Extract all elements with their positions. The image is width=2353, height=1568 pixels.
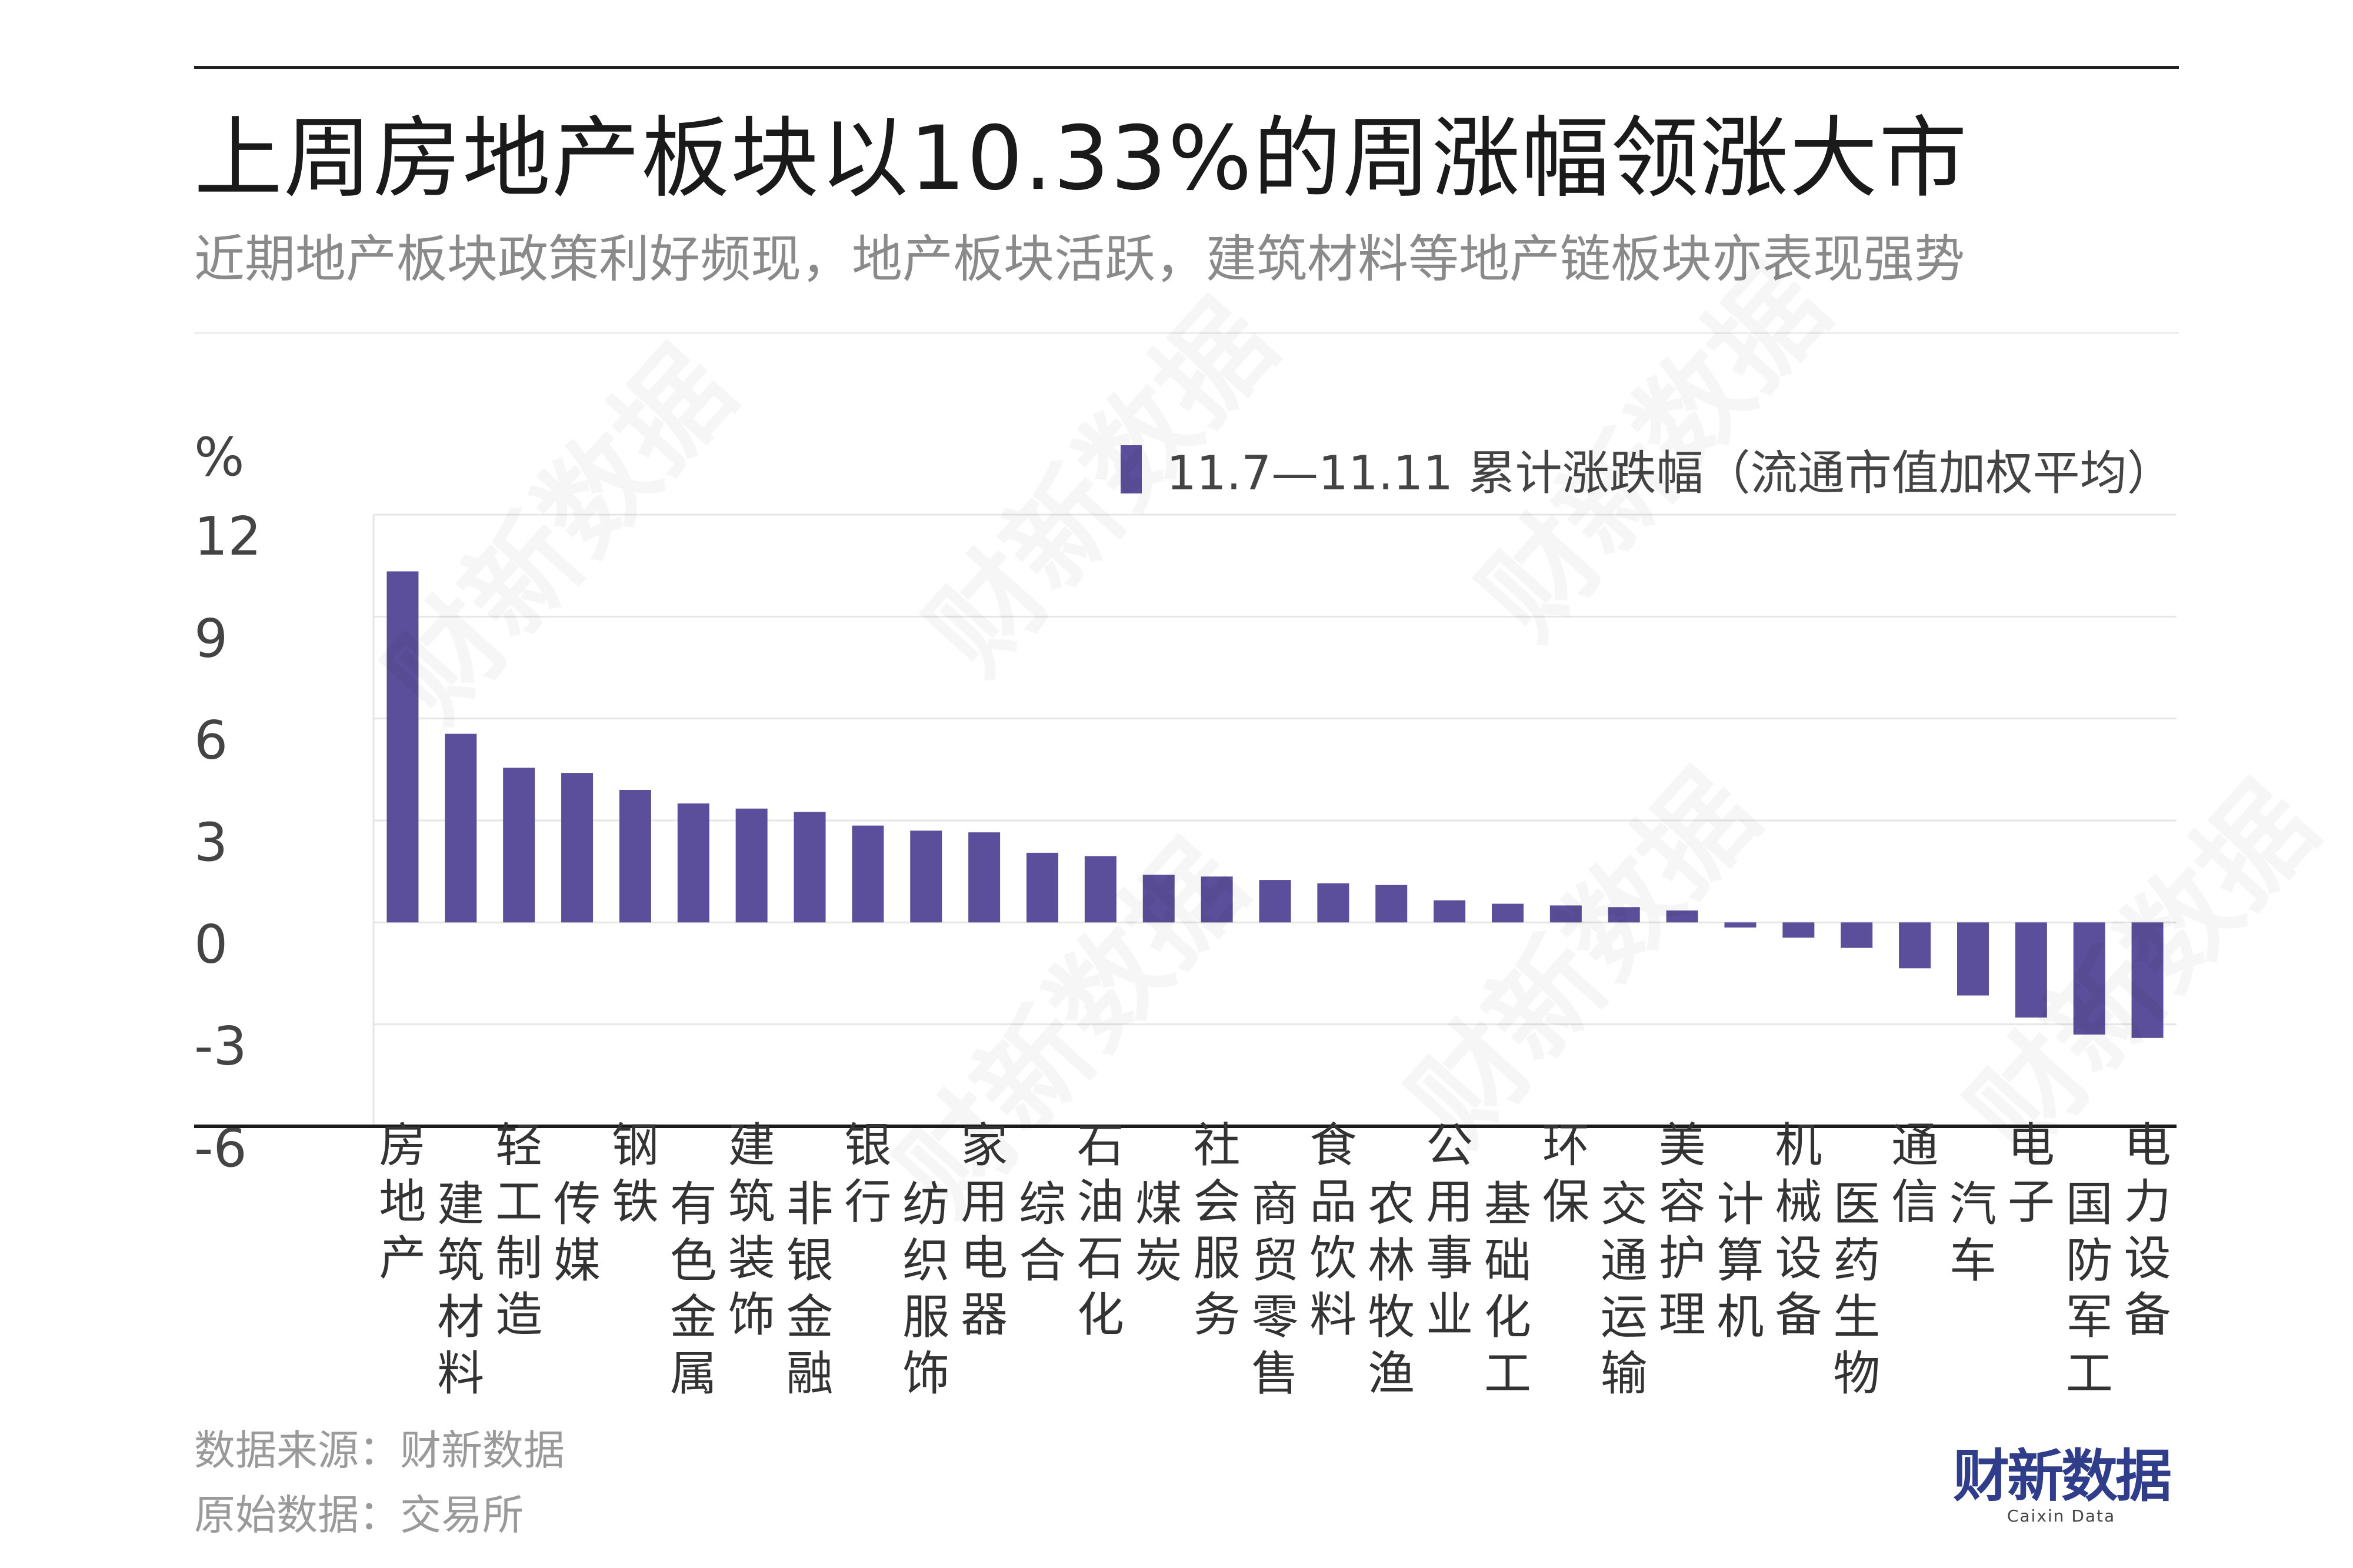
y-tick-label: 12 — [194, 506, 262, 568]
x-tick-label: 食品饮料 — [1309, 1118, 1357, 1342]
subtitle-rule — [194, 332, 2179, 334]
bar — [1201, 876, 1233, 923]
x-tick-label: 建筑材料 — [437, 1177, 484, 1401]
bar — [968, 832, 1001, 923]
x-tick-label: 传媒 — [554, 1177, 601, 1288]
chart-title: 上周房地产板块以10.33%的周涨幅领涨大市 — [194, 108, 1968, 210]
legend-swatch — [1121, 445, 1142, 493]
y-tick-label: -3 — [194, 1016, 247, 1077]
top-rule — [194, 66, 2179, 69]
x-tick-label: 有色金属 — [670, 1177, 717, 1401]
legend-label: 11.7—11.11 累计涨跌幅（流通市值加权平均） — [1166, 446, 2174, 501]
x-tick-label: 国防军工 — [2066, 1177, 2113, 1401]
bar — [561, 773, 594, 923]
bar — [1491, 903, 1524, 923]
bar — [1957, 922, 1989, 996]
bar — [852, 825, 884, 923]
bar — [1434, 900, 1466, 923]
bar — [1026, 852, 1059, 923]
raw-data-line: 原始数据：交易所 — [194, 1491, 524, 1539]
bar — [1666, 910, 1698, 923]
bar — [794, 812, 826, 923]
x-tick-label: 电力设备 — [2124, 1118, 2171, 1342]
x-tick-label: 电子 — [2008, 1118, 2055, 1229]
x-tick-label: 非银金融 — [786, 1177, 834, 1401]
chart-subtitle: 近期地产板块政策利好频现，地产板块活跃，建筑材料等地产链板块亦表现强势 — [194, 230, 1965, 289]
x-tick-label: 轻工制造 — [495, 1118, 542, 1342]
bar — [1608, 907, 1640, 923]
bar — [503, 768, 535, 923]
x-tick-label: 农林牧渔 — [1368, 1177, 1415, 1401]
x-tick-label: 房地产 — [379, 1118, 426, 1286]
bar — [1084, 856, 1116, 923]
logo-main: 财新数据 — [1953, 1443, 2172, 1509]
x-tick-label: 基础化工 — [1484, 1177, 1531, 1401]
bar — [2073, 922, 2105, 1035]
x-tick-label: 计算机 — [1717, 1177, 1764, 1345]
bar — [1259, 880, 1291, 923]
x-tick-label: 通信 — [1891, 1118, 1938, 1229]
x-tick-label: 机械设备 — [1775, 1118, 1822, 1342]
bar — [735, 808, 768, 923]
x-tick-label: 医药生物 — [1833, 1177, 1880, 1401]
x-tick-label: 家用电器 — [961, 1118, 1008, 1342]
bar — [1142, 875, 1175, 923]
bar — [1724, 922, 1757, 928]
bar — [910, 830, 942, 923]
x-tick-label: 美容护理 — [1659, 1118, 1706, 1342]
bar — [1375, 885, 1408, 923]
y-tick-label: 0 — [194, 913, 228, 975]
x-tick-label: 综合 — [1019, 1177, 1066, 1288]
x-tick-label: 钢铁 — [612, 1118, 659, 1229]
bar — [1782, 922, 1815, 938]
y-tick-label: 3 — [194, 812, 228, 873]
bar — [677, 803, 709, 923]
bar — [386, 571, 419, 923]
bar — [2015, 922, 2047, 1018]
x-tick-label: 汽车 — [1949, 1177, 1997, 1288]
legend: 11.7—11.11 累计涨跌幅（流通市值加权平均） — [1121, 435, 2174, 503]
y-tick-label: 9 — [194, 608, 228, 669]
y-tick-label: 6 — [194, 710, 228, 772]
bar — [1317, 883, 1349, 923]
bar — [1549, 905, 1582, 923]
caixin-logo: 财新数据 Caixin Data — [1953, 1443, 2172, 1526]
logo-sub: Caixin Data — [2007, 1506, 2116, 1526]
x-tick-label: 石油石化 — [1077, 1118, 1124, 1342]
source-line: 数据来源：财新数据 — [194, 1426, 565, 1474]
bar — [1899, 922, 1931, 969]
x-tick-label: 公用事业 — [1426, 1118, 1473, 1342]
bar — [619, 790, 651, 923]
x-tick-label: 交通运输 — [1601, 1177, 1648, 1401]
x-tick-label: 社会服务 — [1194, 1118, 1241, 1342]
x-tick-label: 环保 — [1542, 1118, 1589, 1229]
x-tick-label: 银行 — [844, 1118, 891, 1229]
bar — [445, 733, 477, 923]
x-tick-label: 煤炭 — [1135, 1177, 1182, 1288]
x-tick-label: 纺织服饰 — [902, 1177, 949, 1401]
bar — [2131, 922, 2164, 1038]
x-tick-label: 商贸零售 — [1252, 1177, 1299, 1401]
bar — [1841, 922, 1873, 948]
y-axis-unit: % — [194, 426, 245, 488]
x-tick-label: 建筑装饰 — [728, 1118, 775, 1342]
